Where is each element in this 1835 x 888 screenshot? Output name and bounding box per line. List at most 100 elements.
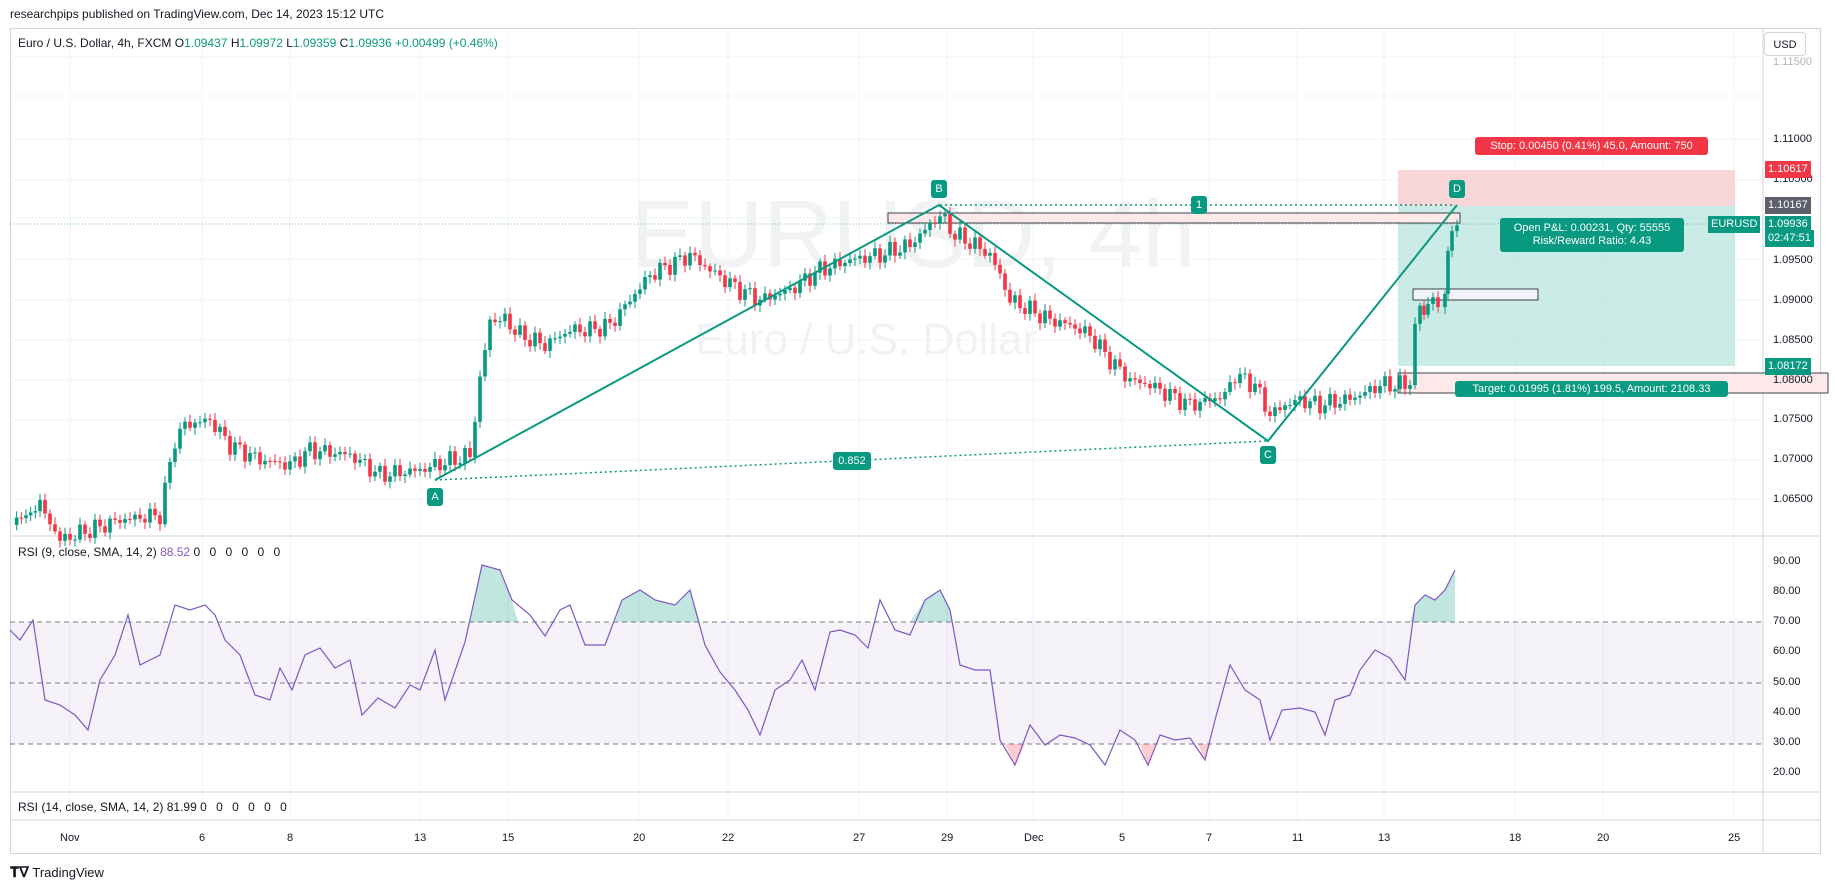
candle-body [618,309,622,326]
candle-body [508,313,512,330]
candle-body [563,333,567,337]
candle-body [628,301,632,305]
candle-body [398,465,402,477]
candle-body [838,258,842,267]
candle-body [1013,295,1017,303]
candle-body [123,518,127,523]
candle-body [203,418,207,423]
close-value: 1.09936 [348,36,392,50]
candle-body [248,452,252,462]
candle-body [473,421,477,458]
candle-body [643,276,647,290]
candle-body [633,293,637,302]
tradingview-footer[interactable]: 𝐓∇ TradingView [10,860,104,884]
candle-body [358,459,362,463]
candle-body [853,258,857,260]
price-tick: 1.07500 [1773,413,1813,425]
candle-body [663,262,667,266]
candle-body [138,514,142,519]
candle-body [848,259,852,263]
candle-body [593,321,597,329]
candle-body [1378,386,1382,394]
close-label: C [339,36,349,50]
currency-button[interactable]: USD [1764,32,1806,56]
candle-body [348,453,352,455]
rsi-overbought-fill [1410,570,1455,622]
candle-body [678,255,682,257]
candle-body [648,275,652,277]
candle-body [1028,300,1032,315]
candle-body [153,508,157,516]
candle-body [868,256,872,263]
last-price-symbol-tag: EURUSD [1708,216,1761,233]
candle-body [1133,378,1137,380]
rsi-tick: 70.00 [1773,615,1801,627]
candle-body [1318,395,1322,414]
risk-reward-line: Risk/Reward Ratio: 4.43 [1532,235,1652,247]
candle-body [778,293,782,296]
candle-body [1203,398,1207,402]
candle-body [743,289,747,300]
candle-body [378,465,382,472]
time-tick: 27 [853,832,866,844]
candle-body [268,460,272,462]
candle-body [1446,250,1450,294]
time-tick: Nov [60,832,80,844]
candle-body [443,465,447,471]
candle-body [533,332,537,347]
candle-body [103,526,107,533]
price-tick: 1.09000 [1773,294,1813,306]
stop-label: Stop: 0.00450 (0.41%) 45.0, Amount: 750 [1475,137,1708,155]
point-a-label[interactable]: A [427,488,443,506]
candle-body [1308,401,1312,409]
candle-body [983,248,987,256]
point-c-label[interactable]: C [1260,446,1276,464]
bd-ratio-label[interactable]: 1 [1191,196,1207,214]
price-tick: 1.11000 [1773,133,1812,145]
candle-body [708,266,712,272]
candle-body [873,248,877,257]
candle-body [133,514,137,520]
candle-body [1358,395,1362,398]
candle-body [48,513,52,525]
candle-body [58,531,62,541]
candle-body [1098,339,1102,350]
candle-body [1153,382,1157,389]
candle-body [273,460,277,462]
candle-body [1083,326,1087,334]
candle-body [878,248,882,263]
ac-ratio-label[interactable]: 0.852 [833,452,871,470]
rsi-overbought-fill [615,590,700,622]
high-label: H [230,36,240,50]
candle-body [333,454,337,457]
candle-body [1278,407,1282,410]
candle-body [98,519,102,527]
point-b-label[interactable]: B [931,180,947,198]
candle-body [938,216,942,224]
rsi9-legend[interactable]: RSI (9, close, SMA, 14, 2) 88.52 0 0 0 0… [18,545,283,559]
abcd-pattern-line [434,203,1458,481]
price-tick: 1.09500 [1773,254,1813,266]
rsi14-legend[interactable]: RSI (14, close, SMA, 14, 2) 81.99 0 0 0 … [18,800,290,814]
point-d-label[interactable]: D [1449,180,1465,198]
candle-body [263,460,267,465]
chart-frame[interactable] [10,28,1821,854]
candle-body [1143,382,1147,384]
breakout-zone [1412,288,1539,301]
candle-body [1323,405,1327,414]
candle-body [833,258,837,269]
candle-body [19,517,24,519]
candle-body [828,268,832,276]
candle-body [863,255,867,263]
candle-body [423,468,427,472]
candle-body [33,511,38,513]
candle-body [408,468,412,475]
time-tick: 29 [941,832,954,844]
symbol-legend[interactable]: Euro / U.S. Dollar, 4h, FXCM O1.09437 H1… [18,34,498,52]
candle-body [163,482,167,525]
candle-body [588,321,592,337]
price-tick-faint: 1.11500 [1773,56,1812,68]
candle-body [518,325,522,335]
candle-body [918,233,922,243]
